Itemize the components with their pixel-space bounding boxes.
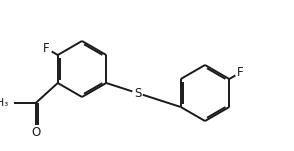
Text: F: F — [237, 66, 244, 79]
Text: F: F — [43, 42, 50, 55]
Text: S: S — [134, 87, 141, 100]
Text: CH₃: CH₃ — [0, 98, 8, 108]
Text: O: O — [31, 125, 40, 138]
